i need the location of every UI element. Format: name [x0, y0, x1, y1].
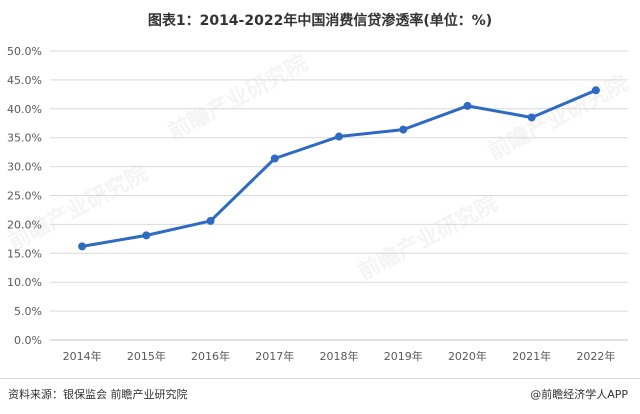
y-tick-label: 0.0% — [14, 334, 42, 347]
series-layer — [78, 86, 600, 251]
y-tick-label: 25.0% — [7, 190, 42, 203]
data-point — [270, 154, 279, 163]
y-tick-label: 5.0% — [14, 305, 42, 318]
y-tick-label: 35.0% — [7, 132, 42, 145]
data-point — [78, 242, 87, 251]
x-tick-label: 2022年 — [576, 349, 615, 363]
data-point — [206, 216, 215, 225]
series-line — [81, 88, 597, 248]
credit-note: @前瞻经济学人APP — [530, 388, 628, 401]
x-tick-label: 2016年 — [191, 349, 230, 363]
data-point — [142, 231, 151, 240]
x-tick-label: 2018年 — [320, 349, 359, 363]
x-tick-label: 2021年 — [512, 349, 551, 363]
y-axis-ticks: 0.0% 5.0% 10.0% 15.0% 20.0% 25.0% 30.0% 35.0% 40… — [7, 45, 42, 347]
x-tick-label: 2014年 — [63, 349, 102, 363]
data-point — [527, 113, 536, 122]
data-point — [591, 86, 600, 95]
y-tick-label: 50.0% — [7, 45, 42, 58]
data-point — [399, 125, 408, 134]
footer-divider — [0, 378, 640, 379]
x-axis-ticks: 2014年 2015年 2016年 2017年 2018年 2019年 2020年 2021年… — [63, 349, 616, 363]
gridlines — [50, 50, 628, 312]
data-point — [463, 101, 472, 110]
y-tick-label: 15.0% — [7, 247, 42, 260]
source-note: 资料来源：银保监会 前瞻产业研究院 — [8, 388, 188, 401]
y-tick-label: 30.0% — [7, 161, 42, 174]
data-point — [335, 132, 343, 141]
chart-title: 图表1：2014-2022年中国消费信贷渗透率(单位：%) — [147, 13, 493, 29]
x-tick-label: 2015年 — [127, 349, 166, 363]
x-tick-label: 2019年 — [384, 349, 423, 363]
y-tick-label: 10.0% — [7, 276, 42, 289]
y-tick-label: 40.0% — [7, 103, 42, 116]
x-tick-label: 2020年 — [448, 349, 487, 363]
y-tick-label: 20.0% — [7, 218, 42, 231]
x-tick-label: 2017年 — [255, 349, 294, 363]
y-tick-label: 45.0% — [7, 74, 42, 87]
